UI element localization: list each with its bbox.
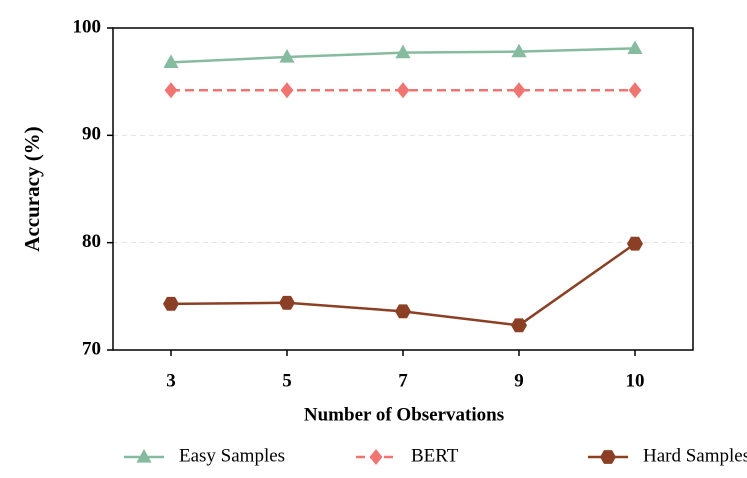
x-tick-label: 5 xyxy=(282,370,292,391)
y-tick-label: 100 xyxy=(73,16,102,37)
marker xyxy=(627,40,643,54)
marker xyxy=(627,236,643,251)
marker xyxy=(396,82,410,99)
marker xyxy=(395,44,411,59)
marker xyxy=(279,295,295,310)
marker xyxy=(511,43,527,58)
marker xyxy=(512,82,526,99)
x-axis-label: Number of Observations xyxy=(304,404,504,425)
marker xyxy=(163,296,179,311)
x-tick-label: 3 xyxy=(166,370,176,391)
legend-label: BERT xyxy=(411,445,459,466)
marker xyxy=(163,54,179,68)
marker xyxy=(395,304,411,319)
x-tick-label: 10 xyxy=(626,370,645,391)
marker xyxy=(280,82,294,99)
legend-marker xyxy=(369,449,383,465)
legend-marker xyxy=(136,449,152,463)
plot-frame xyxy=(112,27,694,351)
y-tick-label: 70 xyxy=(82,338,101,359)
y-tick-label: 90 xyxy=(82,124,101,145)
x-tick-label: 9 xyxy=(514,370,524,391)
marker xyxy=(628,82,642,99)
marker xyxy=(164,82,178,99)
marker xyxy=(511,318,527,333)
legend-label: Easy Samples xyxy=(179,445,285,466)
x-tick-label: 7 xyxy=(398,370,408,391)
legend-marker xyxy=(600,450,616,464)
legend-label: Hard Samples xyxy=(643,445,747,466)
y-axis-label: Accuracy (%) xyxy=(20,126,44,251)
y-tick-label: 80 xyxy=(82,231,101,252)
marker xyxy=(279,48,295,63)
